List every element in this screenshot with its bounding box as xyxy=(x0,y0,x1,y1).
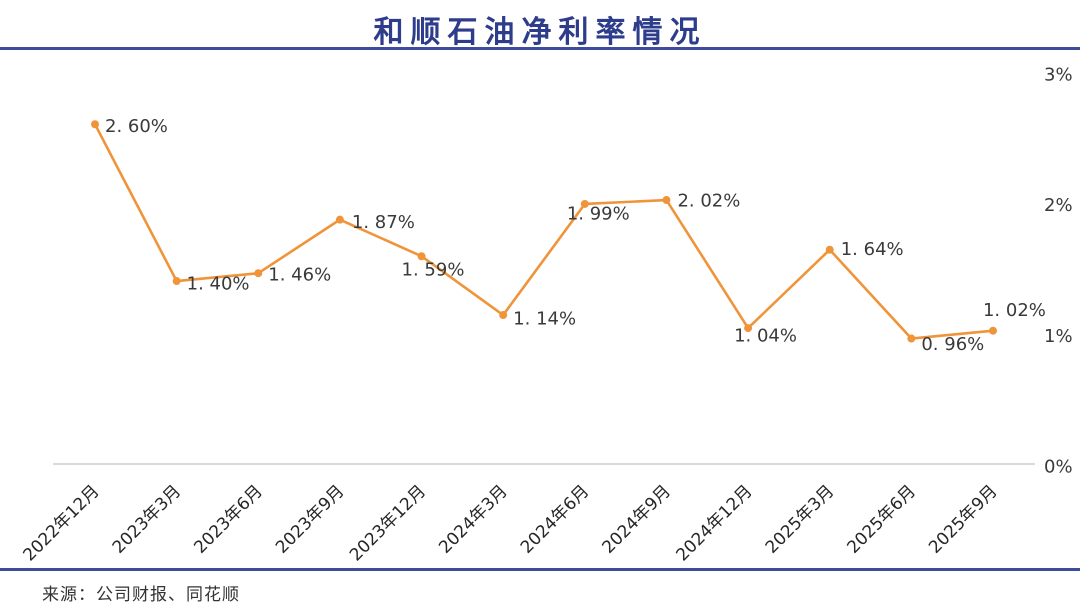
data-point-marker xyxy=(744,324,753,333)
data-point-label: 0. 96% xyxy=(921,334,984,355)
x-tick-label: 2024年9月 xyxy=(599,481,675,557)
chart-title: 和顺石油净利率情况 xyxy=(373,15,707,50)
y-tick-label: 1% xyxy=(1044,326,1073,347)
data-point-marker xyxy=(825,245,834,254)
data-point-label: 1. 40% xyxy=(187,274,250,295)
data-point-label: 1. 04% xyxy=(734,326,797,347)
data-point-marker xyxy=(988,326,997,335)
data-source-note: 来源：公司财报、同花顺 xyxy=(42,585,240,605)
x-tick-label: 2023年3月 xyxy=(109,481,185,557)
data-point-label: 1. 87% xyxy=(352,212,415,233)
data-point-label: 2. 60% xyxy=(105,116,168,137)
y-tick-label: 0% xyxy=(1044,457,1073,478)
x-tick-label: 2023年6月 xyxy=(190,481,266,557)
data-point-marker xyxy=(580,199,589,208)
data-point-label: 1. 59% xyxy=(402,260,465,281)
x-tick-label: 2023年12月 xyxy=(346,481,430,565)
data-point-label: 1. 46% xyxy=(268,265,331,286)
x-tick-label: 2024年12月 xyxy=(673,481,757,565)
title-divider-line xyxy=(0,47,1080,50)
data-point-marker xyxy=(662,196,671,205)
data-point-label: 1. 02% xyxy=(983,300,1046,321)
net-margin-series-line xyxy=(93,122,995,340)
footer-divider-line xyxy=(0,568,1080,571)
x-tick-label: 2024年3月 xyxy=(435,481,511,557)
x-tick-label: 2024年6月 xyxy=(517,481,593,557)
data-point-label: 1. 14% xyxy=(513,309,576,330)
data-point-marker xyxy=(417,252,426,261)
x-tick-label: 2022年12月 xyxy=(19,481,103,565)
data-point-marker xyxy=(172,277,181,286)
x-tick-label: 2025年9月 xyxy=(925,481,1001,557)
data-point-marker xyxy=(91,120,99,129)
data-point-label: 2. 02% xyxy=(677,191,740,212)
data-point-marker xyxy=(254,269,263,278)
data-point-marker xyxy=(499,311,508,320)
y-tick-label: 2% xyxy=(1044,195,1073,216)
data-point-label: 1. 64% xyxy=(841,239,904,260)
data-point-marker xyxy=(335,215,344,224)
data-point-label: 1. 99% xyxy=(567,203,630,224)
data-point-marker xyxy=(907,334,916,343)
x-tick-label: 2023年9月 xyxy=(272,481,348,557)
x-tick-label: 2025年6月 xyxy=(843,481,919,557)
y-tick-label: 3% xyxy=(1044,64,1073,85)
x-tick-label: 2025年3月 xyxy=(762,481,838,557)
